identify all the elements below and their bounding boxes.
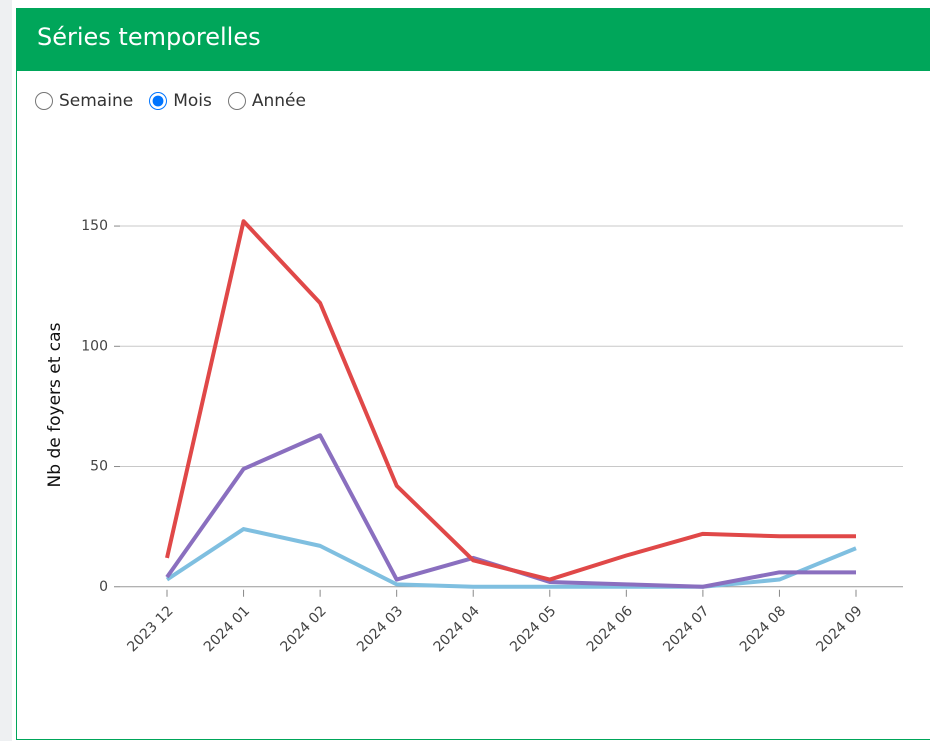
radio-label: Année	[251, 91, 306, 111]
radio-option[interactable]: Semaine	[35, 91, 133, 111]
radio-option[interactable]: Mois	[149, 91, 212, 111]
sidebar-strip	[0, 0, 12, 741]
x-tick-label: 2024 04	[431, 603, 483, 655]
series-line	[165, 219, 856, 582]
radio-group: Semaine Mois Année	[35, 91, 306, 111]
radio-label: Semaine	[59, 91, 134, 111]
panel: Séries temporelles Semaine Mois Année	[16, 8, 930, 740]
radio-option[interactable]: Année	[227, 91, 306, 111]
x-tick-label: 2024 09	[813, 603, 865, 655]
radio-button[interactable]	[35, 92, 53, 110]
y-tick-label: 150	[81, 218, 108, 234]
x-tick-label: 2024 03	[354, 603, 406, 655]
radio-button[interactable]	[227, 92, 246, 110]
x-tick-label: 2024 08	[737, 603, 789, 655]
radio-button[interactable]	[149, 92, 168, 110]
x-tick-label: 2023 12	[124, 603, 176, 655]
y-tick-label: 100	[81, 338, 108, 354]
x-tick-label: 2024 05	[507, 603, 559, 655]
y-tick-label: 0	[99, 579, 108, 595]
radio-label: Mois	[173, 91, 212, 111]
x-tick-label: 2024 01	[201, 603, 253, 655]
x-tick-label: 2024 06	[584, 603, 636, 655]
y-axis-title: Nb de foyers et cas	[45, 322, 65, 487]
x-tick-label: 2024 07	[660, 603, 712, 655]
panel-title: Séries temporelles	[17, 9, 930, 71]
y-tick-label: 50	[90, 459, 108, 475]
x-tick-label: 2024 02	[278, 603, 330, 655]
series-line	[165, 527, 857, 589]
series-line	[165, 433, 856, 589]
